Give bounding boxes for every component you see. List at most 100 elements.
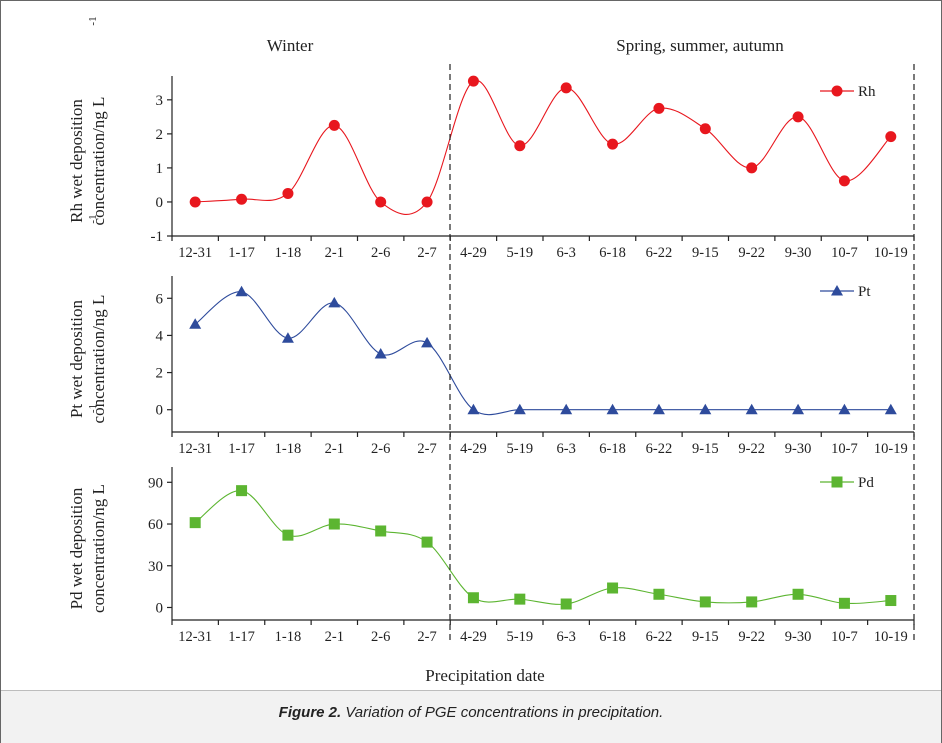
pd-data-point [838, 597, 850, 609]
rh-data-point [607, 138, 619, 150]
pt-x-tick-label: 6-3 [557, 441, 576, 457]
pt-x-tick-label: 2-1 [325, 441, 344, 457]
pt-x-tick-label: 9-15 [692, 441, 719, 457]
rh-y-axis-label-superscript: -1 [87, 16, 99, 25]
rh-y-tick-label: -1 [151, 229, 164, 245]
rh-data-point [514, 140, 526, 152]
pd-data-point [514, 593, 526, 605]
rh-data-point [421, 196, 433, 208]
rh-series-line [195, 79, 892, 215]
pd-x-tick-label: 10-7 [831, 629, 858, 645]
pt-data-point [281, 332, 294, 343]
rh-y-axis-label-line2: concentration/ng L [89, 97, 108, 226]
rh-x-tick-label: 1-17 [228, 245, 255, 261]
rh-data-point [467, 75, 479, 87]
pt-data-point [235, 285, 248, 297]
rh-x-tick-label: 2-7 [417, 245, 436, 261]
rh-y-axis-label-line1: Rh wet deposition [67, 99, 86, 223]
rh-data-point [746, 162, 758, 174]
rh-y-tick-label: 0 [156, 195, 164, 211]
rh-x-tick-label: 9-22 [738, 245, 765, 261]
rh-data-point [560, 82, 572, 94]
pt-x-tick-label: 2-7 [417, 441, 436, 457]
pt-data-point [189, 318, 202, 329]
pt-data-point [467, 403, 480, 415]
pd-x-tick-label: 1-18 [275, 629, 302, 645]
pt-x-tick-label: 10-19 [874, 441, 908, 457]
pt-x-tick-label: 10-7 [831, 441, 858, 457]
rh-x-tick-label: 10-19 [874, 245, 908, 261]
pt-x-tick-label: 6-18 [599, 441, 626, 457]
pd-data-point [653, 588, 665, 600]
rh-data-point [236, 193, 248, 205]
pd-data-point [607, 582, 619, 594]
pt-y-tick-label: 2 [156, 366, 164, 382]
pd-y-tick-label: 0 [156, 600, 164, 616]
pd-data-point [467, 592, 479, 604]
pd-y-tick-label: 30 [148, 559, 163, 575]
rh-x-tick-label: 1-18 [275, 245, 302, 261]
rh-x-tick-label: 2-1 [325, 245, 344, 261]
pt-data-point [884, 403, 897, 415]
pd-data-point [792, 588, 804, 600]
pt-data-point [699, 403, 712, 415]
caption-label: Figure 2. [278, 704, 342, 721]
rh-data-point [282, 187, 294, 199]
pd-x-tick-label: 6-3 [557, 629, 576, 645]
pd-data-point [236, 485, 248, 497]
pd-data-point [885, 595, 897, 607]
pd-x-tick-label: 6-18 [599, 629, 626, 645]
pd-data-point [421, 536, 433, 548]
rh-x-tick-label: 6-22 [646, 245, 673, 261]
rh-x-tick-label: 6-3 [557, 245, 576, 261]
pd-x-tick-label: 12-31 [178, 629, 212, 645]
rh-x-tick-label: 6-18 [599, 245, 626, 261]
rh-data-point [375, 196, 387, 208]
rh-legend-marker [831, 85, 843, 97]
pt-series-line [194, 291, 891, 416]
period-label-spring-summer-autumn: Spring, summer, autumn [616, 36, 784, 55]
rh-x-tick-label: 12-31 [178, 245, 212, 261]
pt-x-tick-label: 9-30 [785, 441, 812, 457]
pd-data-point [560, 598, 572, 610]
pd-legend-label: Pd [858, 475, 874, 491]
pt-data-point [792, 403, 805, 415]
pt-legend-marker [831, 285, 843, 296]
pd-data-point [189, 517, 201, 529]
pt-data-point [745, 403, 758, 415]
rh-y-tick-label: 3 [156, 93, 164, 109]
rh-data-point [653, 102, 665, 114]
rh-x-tick-label: 4-29 [460, 245, 487, 261]
pt-x-tick-label: 1-17 [228, 441, 255, 457]
pd-x-tick-label: 10-19 [874, 629, 908, 645]
rh-data-point [792, 111, 804, 123]
pd-x-tick-label: 2-6 [371, 629, 390, 645]
pt-data-point [328, 296, 341, 308]
pt-data-point [513, 403, 526, 415]
rh-legend-label: Rh [858, 84, 876, 100]
pt-data-point [838, 403, 851, 415]
rh-y-tick-label: 2 [156, 127, 164, 143]
pt-y-axis-label-superscript: -1 [87, 214, 99, 223]
pd-data-point [328, 518, 340, 530]
pt-data-point [421, 336, 434, 348]
pd-x-tick-label: 9-30 [785, 629, 812, 645]
pt-x-tick-label: 5-19 [507, 441, 534, 457]
rh-x-tick-label: 10-7 [831, 245, 858, 261]
pd-y-axis-label-line1: Pd wet deposition [67, 487, 86, 609]
pt-data-point [606, 403, 619, 415]
pt-data-point [652, 403, 665, 415]
pt-y-tick-label: 0 [156, 403, 164, 419]
pd-x-tick-label: 1-17 [228, 629, 255, 645]
rh-y-tick-label: 1 [156, 161, 164, 177]
caption-text: Variation of PGE concentrations in preci… [345, 704, 664, 721]
pd-x-tick-label: 6-22 [646, 629, 673, 645]
pd-y-tick-label: 60 [148, 517, 163, 533]
pd-series-line [194, 490, 891, 605]
rh-data-point [699, 123, 711, 135]
period-label-winter: Winter [267, 36, 314, 55]
rh-data-point [328, 119, 340, 131]
figure-caption: Figure 2. Variation of PGE concentration… [0, 704, 942, 721]
pt-y-axis-label-line1: Pt wet deposition [67, 299, 86, 418]
